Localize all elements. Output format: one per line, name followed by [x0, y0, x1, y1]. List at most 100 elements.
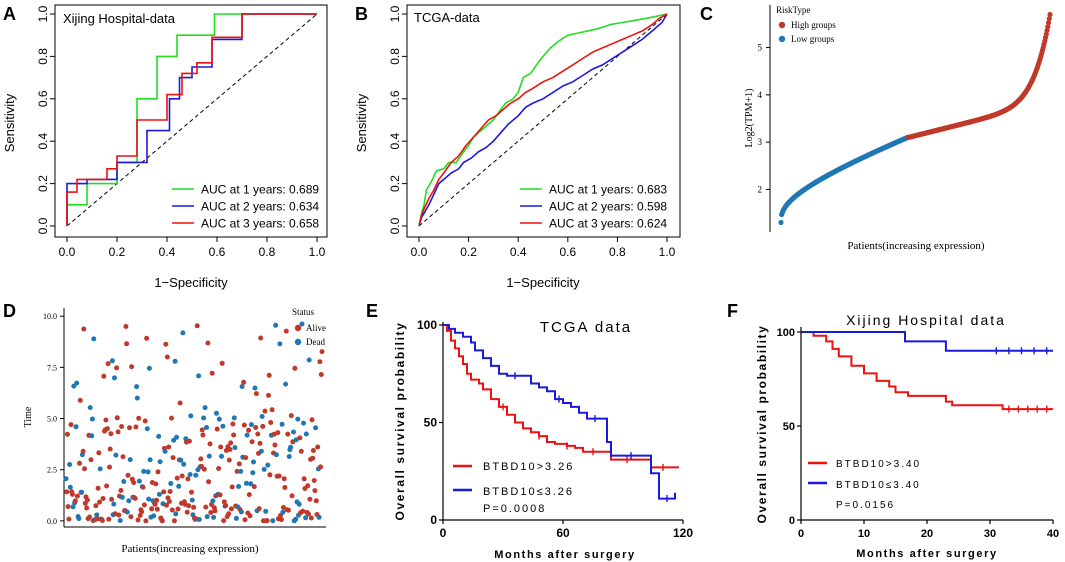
panel-d: D 0.0 2.5 5.0 7.5 10.0 Status Alive Dead Pat… [3, 301, 326, 555]
alive-point [267, 472, 273, 478]
alive-point [281, 476, 287, 482]
legend-label-b-2: AUC at 2 years: 0.598 [549, 200, 667, 214]
y-tick-label-c: 4 [758, 90, 763, 100]
alive-point [127, 425, 132, 431]
y-axis-a: 0.0 0.2 0.4 0.6 0.8 1.0 [36, 5, 55, 234]
alive-point [93, 503, 99, 509]
alive-point [268, 420, 274, 425]
y-axis-label-d: Time [23, 406, 34, 427]
dead-point [299, 321, 305, 327]
legend-label-dead: Dead [306, 337, 325, 347]
alive-point [120, 454, 126, 460]
alive-point [186, 438, 192, 444]
alive-point [209, 370, 215, 376]
y-tick-label-b: 1.0 [388, 5, 402, 22]
alive-point [175, 506, 181, 512]
alive-point [228, 440, 234, 446]
chart-title-a: Xijing Hospital-data [63, 11, 176, 26]
legend-label-a-1: AUC at 1 years: 0.689 [201, 183, 319, 197]
alive-point [118, 488, 124, 493]
x-tick-label-b: 1.0 [659, 245, 676, 259]
y-tick-label-d: 7.5 [47, 363, 57, 372]
alive-point [221, 518, 227, 524]
dead-point [277, 341, 283, 347]
dead-point [127, 457, 133, 463]
dead-point [157, 459, 163, 465]
alive-point [310, 455, 316, 461]
dead-point [219, 453, 224, 459]
alive-point [214, 426, 220, 432]
high-group-point [1047, 11, 1053, 18]
alive-point [198, 456, 204, 462]
alive-point [307, 496, 313, 502]
alive-point [185, 476, 191, 482]
km-curves-e [443, 324, 679, 503]
dead-point [248, 481, 254, 487]
x-tick-label-b: 0.6 [559, 245, 576, 259]
dead-point [67, 462, 73, 467]
dead-point [126, 498, 132, 504]
dead-point [188, 413, 194, 419]
km-curve-f-2 [801, 331, 1053, 352]
alive-point [231, 432, 237, 438]
dead-point [259, 414, 265, 419]
alive-point [109, 496, 115, 502]
legend-title-d: Status [292, 307, 315, 317]
dead-point [151, 513, 157, 519]
y-tick-label-d: 2.5 [47, 466, 57, 475]
alive-point [103, 417, 109, 423]
alive-point [131, 480, 137, 486]
dead-point [295, 416, 301, 422]
dead-point [210, 498, 216, 504]
y-axis-label-e: Overall survival probability [393, 322, 407, 521]
panel-b: B TCGA-data 0.0 0.2 0.4 0.6 0.8 1.0 0.0 0.2 0.4… [354, 4, 681, 290]
y-axis-f: 0 50 100 [777, 327, 801, 527]
alive-point [286, 507, 291, 513]
expression-points-c [778, 11, 1053, 226]
alive-point [125, 472, 131, 478]
alive-point [272, 442, 278, 448]
dead-point [145, 469, 151, 475]
y-tick-label-a: 0.8 [36, 48, 50, 65]
alive-point [246, 492, 252, 498]
y-tick-label-c: 5 [758, 43, 763, 53]
dead-point [97, 466, 103, 472]
dead-point [91, 336, 97, 342]
alive-point [143, 518, 149, 524]
alive-point [217, 492, 223, 498]
panel-label-a: A [3, 4, 16, 24]
alive-point [201, 466, 207, 472]
alive-point [260, 423, 266, 429]
x-axis-label-c: Patients(increasing expression) [847, 240, 984, 252]
alive-point [281, 505, 286, 510]
alive-point [116, 512, 122, 518]
alive-point [229, 484, 235, 490]
x-tick-label-e: 60 [556, 526, 570, 540]
y-tick-label-d: 0.0 [47, 517, 57, 526]
dead-point [263, 508, 269, 514]
dead-point [288, 444, 294, 450]
y-tick-label-e: 0 [430, 513, 437, 527]
dead-point [189, 497, 195, 503]
alive-point [154, 506, 160, 512]
dead-point [306, 357, 312, 363]
alive-point [171, 518, 177, 524]
dead-point [187, 472, 193, 477]
dead-point [172, 358, 178, 364]
dead-point [316, 514, 322, 520]
legend-swatch-dead [294, 338, 302, 346]
y-tick-label-a: 0.6 [36, 90, 50, 107]
dead-point [258, 448, 264, 454]
dead-point [73, 424, 79, 430]
alive-point [123, 324, 129, 329]
dead-point [134, 395, 140, 401]
alive-point [164, 354, 170, 360]
alive-point [100, 496, 106, 501]
dead-point [243, 480, 249, 486]
legend-title-c: RiskType [776, 5, 810, 15]
y-tick-label-f: 50 [783, 421, 795, 433]
dead-point [303, 515, 309, 521]
alive-point [319, 349, 325, 355]
alive-point [246, 427, 252, 433]
